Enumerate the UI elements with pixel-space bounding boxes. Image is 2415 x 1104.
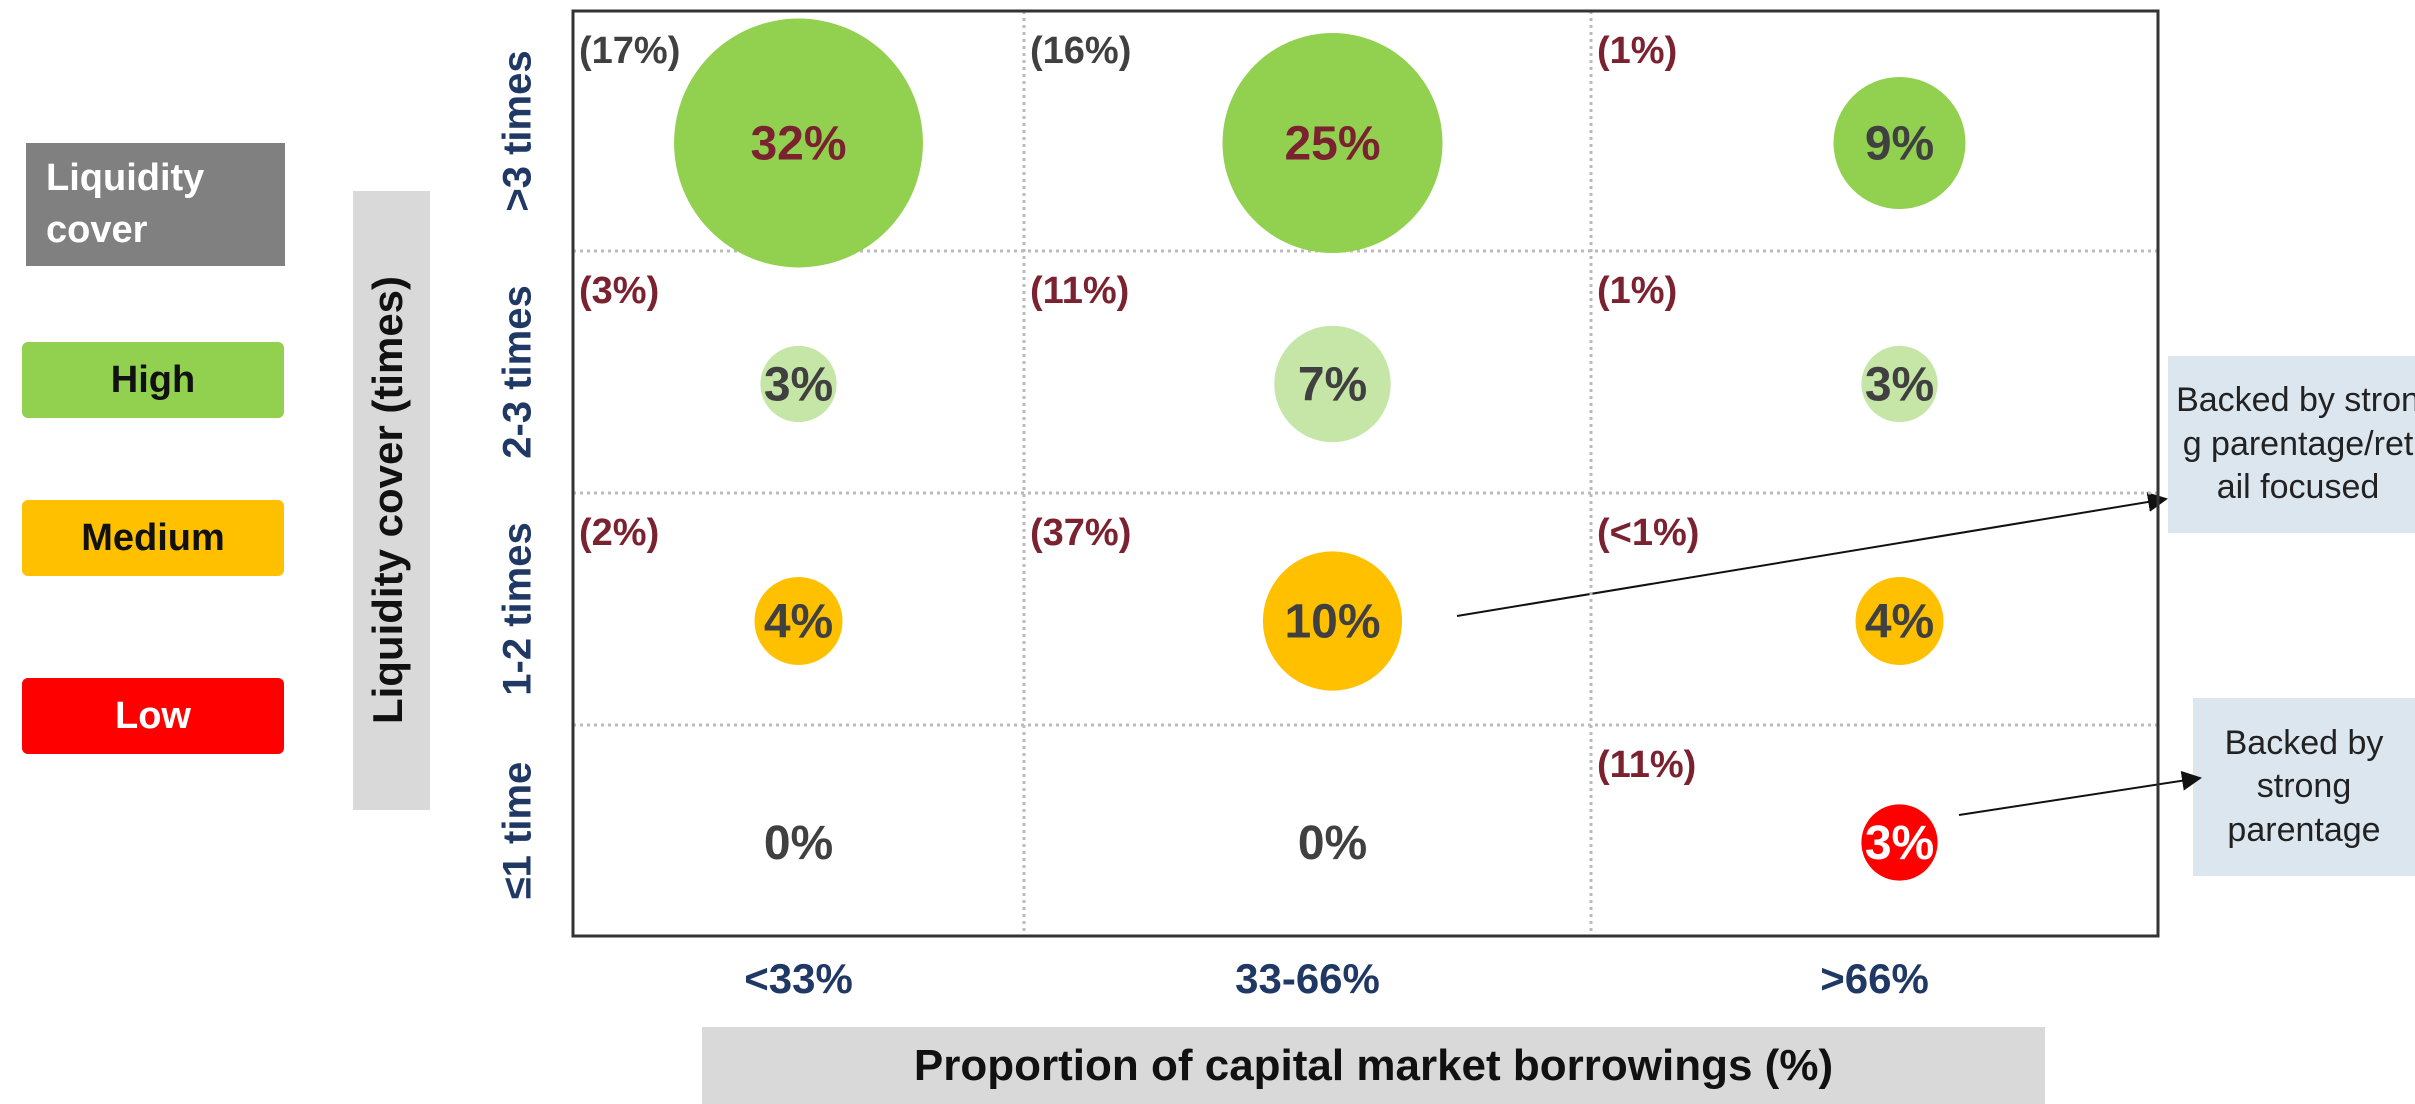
bubble-label: 0% bbox=[1298, 817, 1367, 870]
cell-note: (37%) bbox=[1030, 512, 1131, 554]
bubble bbox=[1262, 551, 1403, 691]
y-tick-label: 1-2 times bbox=[496, 522, 540, 695]
bubble-label: 25% bbox=[1284, 118, 1380, 171]
bubble-label: 4% bbox=[1865, 596, 1934, 649]
bubble bbox=[1855, 577, 1944, 665]
legend-item: High bbox=[22, 342, 284, 418]
cell-note: (2%) bbox=[579, 512, 659, 554]
bubble-label: 0% bbox=[764, 817, 833, 870]
x-axis-label: Proportion of capital market borrowings … bbox=[702, 1027, 2045, 1104]
bubble bbox=[754, 577, 843, 665]
bubble bbox=[760, 345, 837, 423]
bubble-label: 32% bbox=[750, 118, 846, 171]
bubble-label: 4% bbox=[764, 596, 833, 649]
legend-item: Medium bbox=[22, 500, 284, 576]
cell-note: (3%) bbox=[579, 270, 659, 312]
bubble-label: 3% bbox=[1865, 359, 1934, 412]
arrow bbox=[1456, 492, 2168, 617]
bubble bbox=[1861, 345, 1938, 423]
y-tick-label: >3 times bbox=[496, 50, 540, 211]
cell-note: (1%) bbox=[1597, 30, 1677, 72]
x-tick-label: <33% bbox=[744, 955, 853, 1002]
bubble-label: 3% bbox=[764, 359, 833, 412]
cell-note: (1%) bbox=[1597, 270, 1677, 312]
plot-frame bbox=[571, 9, 2160, 938]
annotation: Backed by strong parentage bbox=[2193, 698, 2415, 876]
arrow bbox=[1958, 770, 2202, 816]
legend-title: Liquidity cover bbox=[26, 143, 285, 266]
bubble bbox=[1833, 77, 1966, 209]
legend-item: Low bbox=[22, 678, 284, 754]
bubble-label: 7% bbox=[1298, 359, 1367, 412]
x-tick-label: 33-66% bbox=[1235, 955, 1380, 1002]
bubble bbox=[1222, 33, 1443, 253]
bubble-label: 9% bbox=[1865, 118, 1934, 171]
bubble bbox=[674, 18, 923, 268]
y-axis-label: Liquidity cover (times) bbox=[364, 276, 411, 724]
cell-note: (11%) bbox=[1597, 744, 1696, 786]
y-tick-label: 2-3 times bbox=[496, 285, 540, 458]
cell-note: (16%) bbox=[1030, 30, 1131, 72]
bubble-label: 3% bbox=[1865, 817, 1934, 870]
bubble-label: 10% bbox=[1284, 596, 1380, 649]
annotation: Backed by strong parentage/retail focuse… bbox=[2168, 356, 2415, 533]
cell-note: (11%) bbox=[1030, 270, 1129, 312]
y-tick-label: ≤1 time bbox=[496, 762, 540, 900]
bubble bbox=[1861, 804, 1938, 881]
cell-note: (<1%) bbox=[1597, 512, 1699, 554]
y-axis-box bbox=[353, 191, 430, 810]
bubble bbox=[1274, 325, 1391, 443]
cell-note: (17%) bbox=[579, 30, 680, 72]
x-tick-label: >66% bbox=[1820, 955, 1929, 1002]
